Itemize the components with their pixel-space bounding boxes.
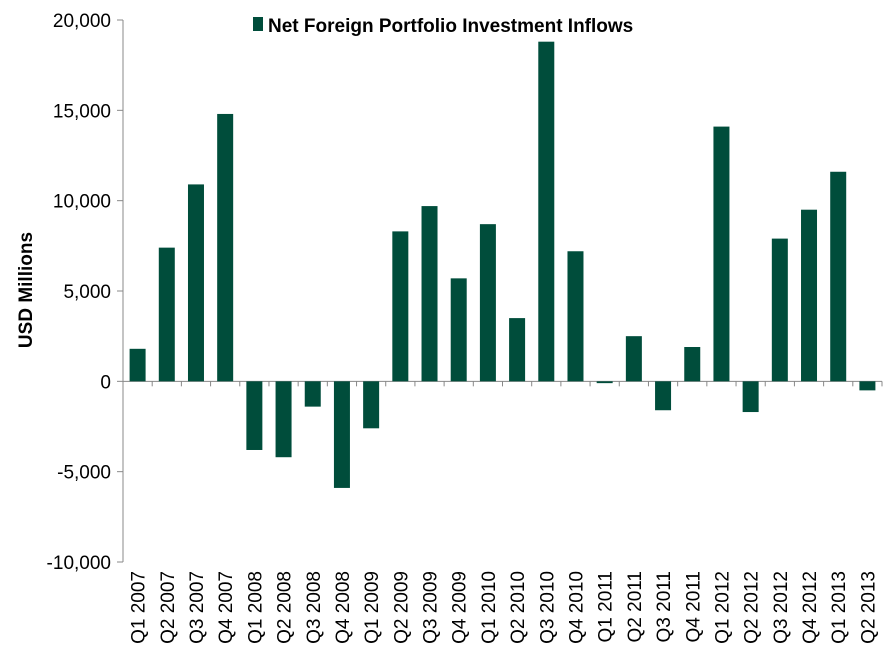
x-tick-label: Q3 2012 <box>771 571 792 644</box>
bar <box>450 278 467 382</box>
bar <box>625 336 642 382</box>
y-tick-label: 15,000 <box>53 101 111 122</box>
legend-label: Net Foreign Portfolio Investment Inflows <box>268 16 633 37</box>
x-tick-label: Q4 2011 <box>683 571 704 642</box>
x-tick-label: Q1 2011 <box>596 571 617 642</box>
x-tick-label: Q2 2011 <box>625 571 646 642</box>
x-tick-label: Q1 2007 <box>129 571 150 644</box>
bar <box>217 113 234 382</box>
bar <box>421 206 438 382</box>
x-tick-label: Q3 2011 <box>654 571 675 642</box>
x-tick-label: Q1 2008 <box>245 571 266 644</box>
bars <box>129 41 876 488</box>
x-tick-label: Q1 2010 <box>479 571 500 644</box>
bar <box>713 126 730 382</box>
bar <box>684 347 701 382</box>
y-tick-label: -10,000 <box>47 553 111 574</box>
x-axis <box>123 380 883 387</box>
legend: Net Foreign Portfolio Investment Inflows <box>253 16 633 37</box>
legend-swatch <box>253 17 263 31</box>
bar <box>187 184 204 382</box>
x-tick-label: Q2 2010 <box>508 571 529 644</box>
bar <box>538 41 555 382</box>
bar <box>129 348 146 382</box>
bar <box>567 251 584 382</box>
x-tick-label: Q2 2012 <box>742 571 763 644</box>
y-tick-label: 5,000 <box>63 282 111 303</box>
x-tick-label: Q3 2008 <box>304 571 325 644</box>
bar <box>246 381 263 450</box>
bar <box>859 381 876 391</box>
x-tick-label: Q4 2009 <box>450 571 471 644</box>
y-tick-label: 20,000 <box>53 11 111 32</box>
bar <box>333 381 350 488</box>
bar <box>509 318 526 382</box>
y-tick-label: -5,000 <box>57 463 111 484</box>
x-tick-label: Q4 2008 <box>333 571 354 644</box>
y-axis: 20,000 15,000 10,000 5,000 0 -5,000 -10,000 <box>47 11 124 574</box>
x-tick-label: Q2 2013 <box>858 571 879 644</box>
bar <box>771 238 788 382</box>
bar <box>655 381 672 411</box>
x-tick-label: Q2 2008 <box>275 571 296 644</box>
bar <box>304 381 321 407</box>
y-tick-label: 10,000 <box>53 192 111 213</box>
x-tick-label: Q3 2007 <box>187 571 208 644</box>
x-tick-label: Q2 2009 <box>391 571 412 644</box>
x-tick-label: Q4 2007 <box>216 571 237 644</box>
bar <box>596 381 613 384</box>
bar <box>830 171 847 382</box>
x-tick-label: Q1 2012 <box>712 571 733 644</box>
bar <box>275 381 292 458</box>
x-tick-label: Q3 2010 <box>537 571 558 644</box>
x-tick-label: Q2 2007 <box>158 571 179 644</box>
x-tick-label: Q1 2009 <box>362 571 383 644</box>
x-tick-label: Q3 2009 <box>421 571 442 644</box>
x-tick-label: Q4 2012 <box>800 571 821 644</box>
category-labels: Q1 2007 Q2 2007 Q3 2007 Q4 2007 Q1 2008 Q2 20… <box>129 571 880 644</box>
bar <box>801 209 818 382</box>
bar <box>479 224 496 382</box>
x-tick-label: Q1 2013 <box>829 571 850 644</box>
bar <box>363 381 380 429</box>
y-tick-label: 0 <box>100 372 111 393</box>
bar <box>158 247 175 382</box>
y-axis-title: USD Millions <box>16 232 37 348</box>
x-tick-label: Q4 2010 <box>566 571 587 644</box>
bar <box>392 231 409 382</box>
bar <box>742 381 759 413</box>
